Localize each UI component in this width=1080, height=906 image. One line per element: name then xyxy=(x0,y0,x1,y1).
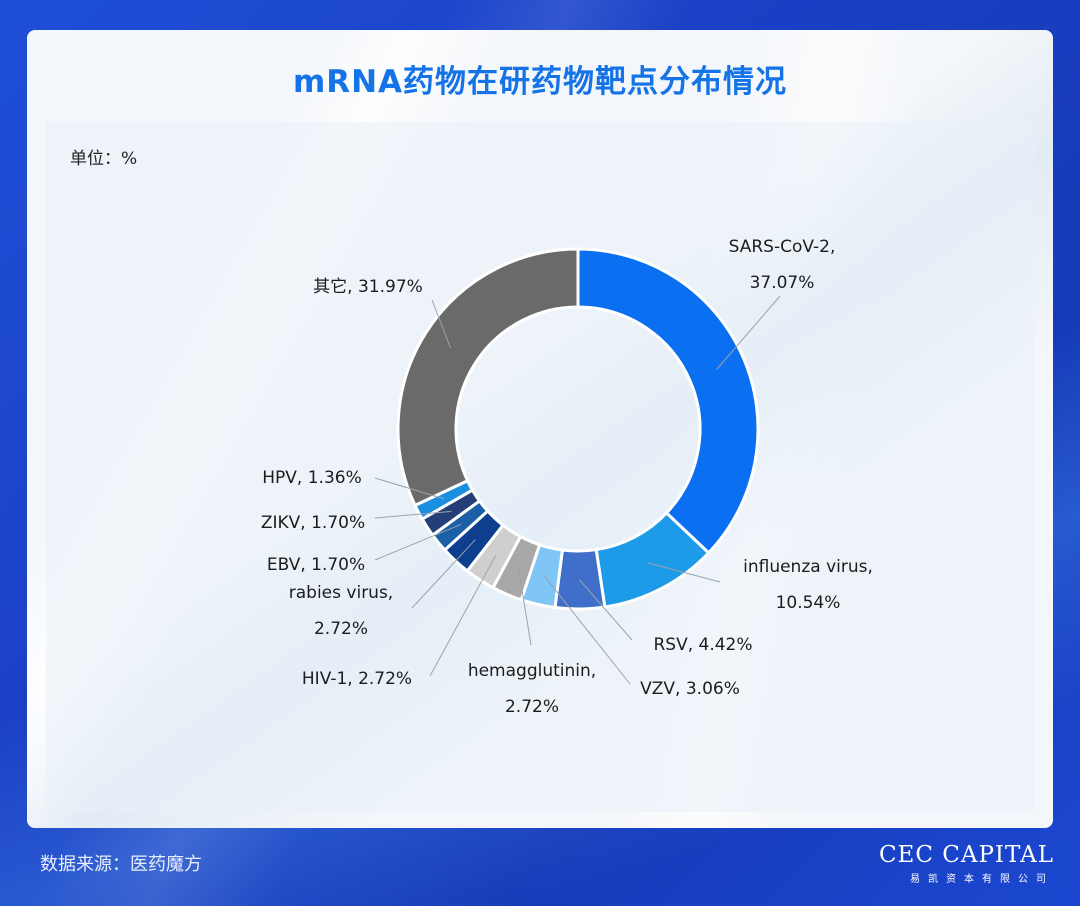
data-label-ebv: EBV, 1.70% xyxy=(267,555,365,575)
leader-line-6 xyxy=(411,539,476,609)
data-label-hpv: HPV, 1.36% xyxy=(262,468,361,488)
data-label-其它: 其它, 31.97% xyxy=(313,277,423,297)
leader-line-8 xyxy=(374,510,452,519)
brand-name: CEC CAPITAL xyxy=(878,842,1054,868)
brand-logo: CEC CAPITAL 易凯资本有限公司 xyxy=(879,842,1054,885)
unit-label: 单位：% xyxy=(70,149,138,169)
leader-line-4 xyxy=(517,567,532,646)
leader-line-5 xyxy=(429,555,497,677)
data-label-hiv-1: HIV-1, 2.72% xyxy=(302,669,412,689)
data-label-rsv: RSV, 4.42% xyxy=(653,635,752,655)
data-label-sars-cov-2: SARS-CoV-2, 37.07% xyxy=(729,237,836,293)
page-title: mRNA药物在研药物靶点分布情况 xyxy=(292,64,788,100)
data-source: 数据来源：医药魔方 xyxy=(40,854,202,875)
brand-subtitle: 易凯资本有限公司 xyxy=(910,874,1054,885)
leader-line-3 xyxy=(544,575,631,685)
data-label-rabies-virus: rabies virus, 2.72% xyxy=(289,583,393,639)
chart-card: mRNA药物在研药物靶点分布情况 单位：% xyxy=(27,30,1053,828)
leader-line-7 xyxy=(374,523,462,561)
slice-其它 xyxy=(396,247,580,508)
plot-panel xyxy=(46,122,1034,812)
leader-line-2 xyxy=(579,579,633,641)
leader-line-0 xyxy=(716,295,781,370)
leader-line-10 xyxy=(431,299,452,349)
leader-line-9 xyxy=(374,477,445,500)
data-label-influenza-virus: influenza virus, 10.54% xyxy=(743,557,873,613)
leader-line-1 xyxy=(647,562,721,583)
data-label-zikv: ZIKV, 1.70% xyxy=(261,513,365,533)
data-label-vzv: VZV, 3.06% xyxy=(640,679,740,699)
slice-sars-cov-2 xyxy=(576,247,760,555)
data-label-hemagglutinin: hemagglutinin, 2.72% xyxy=(468,661,596,717)
